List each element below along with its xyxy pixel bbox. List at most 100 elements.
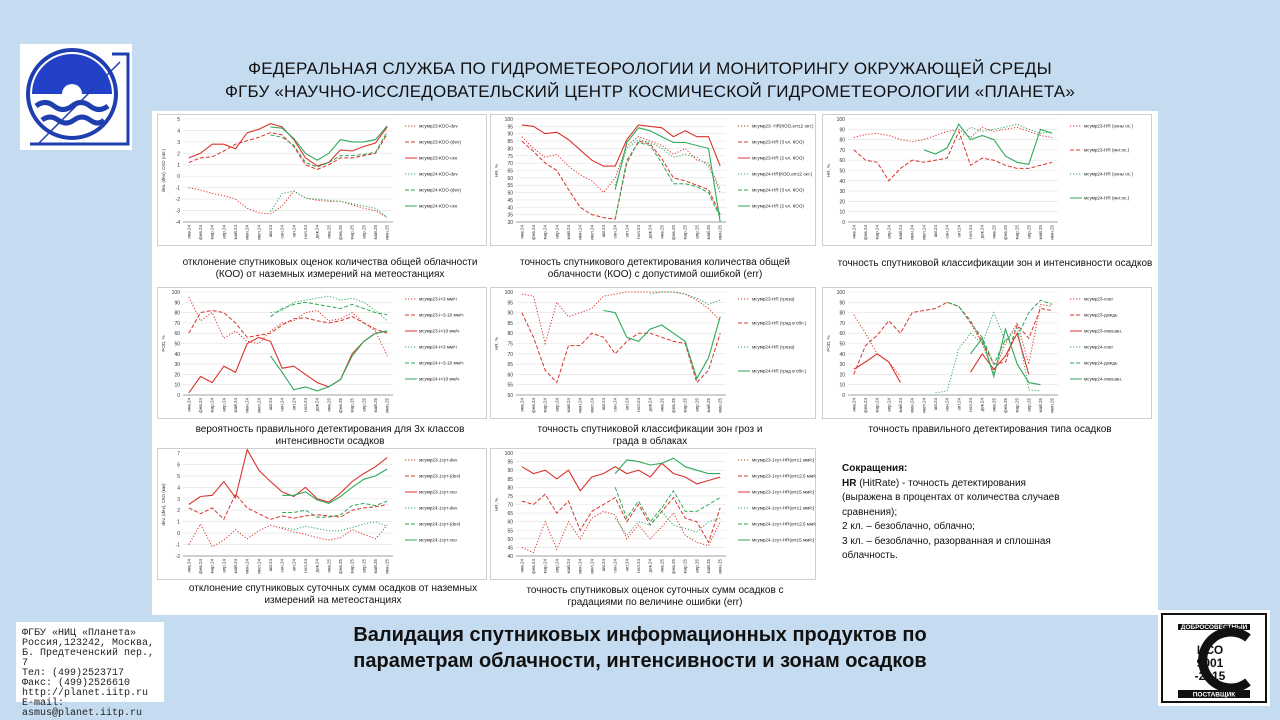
series-line-0 xyxy=(521,510,721,554)
y-tick-label: 50 xyxy=(839,169,845,175)
legend-label: мсумр24-1сут-HR(err±2,5 мм/с) xyxy=(752,522,816,527)
series-line-2 xyxy=(958,123,1053,140)
y-tick-label: 50 xyxy=(507,537,513,543)
y-tick-label: 50 xyxy=(507,393,513,399)
x-tick-label: янв.24 xyxy=(186,559,191,573)
x-tick-label: янв.25 xyxy=(991,225,996,239)
series-line-4 xyxy=(614,141,721,220)
y-tick-label: 100 xyxy=(505,117,514,123)
y-tick-label: 30 xyxy=(839,189,845,195)
legend-label: мсумр23- HR(КОО,err±2 окт.) xyxy=(752,124,814,129)
legend-label: мсумр23-1сут-HR(err±2,5 мм/с) xyxy=(752,474,816,479)
legend-label: мсумр23-I<3 мм/ч xyxy=(419,297,457,302)
x-tick-label: фев.24 xyxy=(198,559,203,574)
y-tick-label: 90 xyxy=(174,300,180,306)
x-tick-label: июн.24 xyxy=(910,225,915,240)
iso-badge: ДОБРОСОВЕСТНЫЙ ИСО 9001 -2015 ПОСТАВЩИК xyxy=(1158,610,1270,706)
abbreviations-block: Сокращения: HR (HitRate) - точность дете… xyxy=(842,462,1072,564)
caption-chart-3: точность спутниковой классификации зон и… xyxy=(837,258,1153,269)
x-tick-label: июн.24 xyxy=(578,225,583,240)
series-line-2 xyxy=(521,124,721,167)
x-tick-label: июн.25 xyxy=(1050,225,1055,240)
x-tick-label: июл.24 xyxy=(589,225,594,240)
chart-6-precip-type: 0 10 20 30 40 50 60 70 80 90 100 POD, % янв.24 фев.24… xyxy=(822,287,1152,419)
y-tick-label: 1 xyxy=(177,520,180,526)
x-tick-label: мар.24 xyxy=(210,398,215,413)
y-tick-label: 50 xyxy=(507,191,513,197)
y-axis-label: HR, % xyxy=(826,164,831,177)
y-tick-label: 95 xyxy=(507,124,513,130)
x-tick-label: ноя.24 xyxy=(636,398,641,412)
abbreviation-2-classes: 2 кл. – безоблачно, облачно; xyxy=(842,521,975,532)
y-tick-label: 20 xyxy=(839,199,845,205)
y-tick-label: 100 xyxy=(505,290,514,296)
x-tick-label: ноя.24 xyxy=(303,398,308,412)
series-line-0 xyxy=(188,187,388,218)
x-tick-label: апр.24 xyxy=(554,398,559,412)
series-line-5 xyxy=(270,330,388,392)
legend-label: мсумр24-КОО-dev xyxy=(419,172,458,177)
y-tick-label: 50 xyxy=(839,342,845,348)
legend-label: мсумр24-HR (инт.ос.) xyxy=(1084,196,1130,201)
legend-label: мсумр24-HR (зоны ос.) xyxy=(1084,172,1133,177)
series-line-5 xyxy=(970,327,1041,386)
address-email-link[interactable]: E-mail: asmus@planet.iitp.ru xyxy=(22,698,143,719)
x-tick-label: апр.25 xyxy=(361,225,366,239)
series-line-3 xyxy=(614,139,721,193)
y-tick-label: 95 xyxy=(507,300,513,306)
address-website-link[interactable]: http://planet.iitp.ru xyxy=(22,688,149,699)
legend-label: мсумр24-HR (град в обл.) xyxy=(752,369,807,374)
x-tick-label: мар.25 xyxy=(1015,225,1020,240)
legend-label: мсумр23-1сут-ско xyxy=(419,490,457,495)
chart-5-thunder-hail: 50 55 60 65 70 75 80 85 90 95 100 HR, % янв.24 фев.24… xyxy=(490,287,816,419)
legend-label: мсумр24-HR (2 кл. КОО) xyxy=(752,204,804,209)
x-tick-label: окт.24 xyxy=(624,225,629,238)
y-tick-label: 70 xyxy=(839,321,845,327)
x-tick-label: май.24 xyxy=(897,225,903,240)
x-tick-label: фев.25 xyxy=(1003,398,1008,413)
caption-chart-6: точность правильного детектирования типа… xyxy=(868,424,1112,435)
x-tick-label: дек.24 xyxy=(648,559,653,573)
series-line-3 xyxy=(935,311,1041,394)
x-tick-label: сен.24 xyxy=(613,225,618,239)
x-tick-label: авг.24 xyxy=(933,398,938,411)
y-tick-label: 60 xyxy=(174,331,180,337)
x-tick-label: сен.24 xyxy=(945,225,950,239)
address-block: ФГБУ «НИЦ «Планета» Россия,123242, Москв… xyxy=(16,622,164,719)
x-tick-label: июл.24 xyxy=(256,225,261,240)
x-tick-label: апр.24 xyxy=(554,559,559,573)
y-tick-label: 80 xyxy=(839,311,845,317)
series-line-0 xyxy=(853,126,1053,143)
x-tick-label: апр.25 xyxy=(694,225,699,239)
x-tick-label: мар.24 xyxy=(210,559,215,574)
series-line-4 xyxy=(614,487,721,523)
x-tick-label: мар.24 xyxy=(210,225,215,240)
x-tick-label: апр.25 xyxy=(694,559,699,573)
x-tick-label: мар.24 xyxy=(543,559,548,574)
x-tick-label: дек.24 xyxy=(980,225,985,239)
caption-chart-5: точность спутниковой классификации зон г… xyxy=(537,424,763,447)
caption-chart-2: точность спутникового детектирования кол… xyxy=(520,257,790,280)
y-tick-label: 45 xyxy=(507,198,513,204)
y-tick-label: 40 xyxy=(507,554,513,560)
x-tick-label: май.24 xyxy=(897,398,903,413)
y-axis-label: POD, % xyxy=(161,335,166,351)
x-tick-label: мар.25 xyxy=(683,398,688,413)
chart-frame xyxy=(157,114,487,246)
x-tick-label: июл.24 xyxy=(921,225,926,240)
y-tick-label: 20 xyxy=(174,372,180,378)
x-tick-label: окт.24 xyxy=(291,225,296,238)
x-tick-label: сен.24 xyxy=(613,559,618,573)
series-line-4 xyxy=(282,500,388,518)
y-tick-label: -4 xyxy=(176,220,181,226)
y-tick-label: 60 xyxy=(507,372,513,378)
y-tick-label: 0 xyxy=(177,393,180,399)
legend-label: мсумр23-1сут-HR(err±1 мм/с) xyxy=(752,458,815,463)
x-tick-label: ноя.24 xyxy=(968,398,973,412)
x-tick-label: авг.24 xyxy=(601,398,606,411)
x-tick-label: дек.24 xyxy=(315,398,320,412)
x-tick-label: фев.25 xyxy=(338,225,343,240)
y-tick-label: 80 xyxy=(839,138,845,144)
x-tick-label: фев.25 xyxy=(338,398,343,413)
x-tick-label: янв.25 xyxy=(991,398,996,412)
